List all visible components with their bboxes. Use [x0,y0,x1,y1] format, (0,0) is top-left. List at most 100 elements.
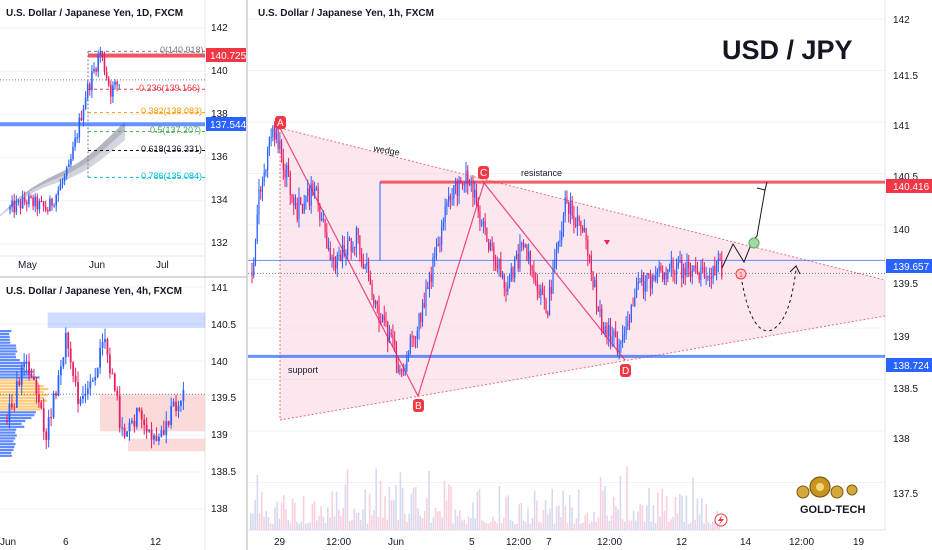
h1-x-tick-7: 7 [546,537,552,548]
volume-bar [265,511,267,530]
h1-candle [622,335,624,342]
h1-candle [477,201,479,212]
h1-candle [582,227,584,232]
volume-bar [410,493,413,530]
fib-label-236: 0.236(139.166) [139,83,200,93]
volume-bar [441,517,443,530]
wedge-label: wedge [372,143,401,158]
daily-candle [38,201,41,210]
h4-candle [42,408,45,432]
h1-candle [427,286,429,290]
h1-candle [715,264,718,275]
daily-candle [86,84,89,98]
h1-candle [710,277,712,279]
h4-y-tick-1410: 141 [211,283,228,294]
h1-candle [569,200,572,214]
h1-candle [517,253,519,269]
h4-x-tick-12: 12 [150,537,162,548]
h1-candle [362,263,364,269]
volume-bar [703,523,705,530]
daily-candle [61,181,64,185]
h4-candle [45,431,48,440]
h1-candle [423,303,425,307]
volume-bar [492,516,494,530]
volume-bar [685,495,688,530]
volume-bar [472,502,474,530]
h1-candle [698,273,700,280]
h4-chart-pane[interactable]: U.S. Dollar / Japanese Yen, 4h, FXCM Jun… [0,283,236,548]
h4-candle [101,341,104,348]
h1-candle [287,165,290,174]
daily-candle [40,201,43,203]
lightning-icon[interactable] [714,513,728,527]
h1-candle [663,272,665,280]
h4-volume-profile-bar [0,411,36,414]
h1-x-tick-1200b: 12:00 [506,537,531,548]
volume-bar [331,491,333,530]
h4-candle [79,399,82,405]
daily-price-badge-red [206,48,246,62]
h1-candle [263,171,265,183]
h1-candle [651,275,653,289]
volume-bar [531,518,534,530]
h4-volume-profile-bar [0,353,16,356]
daily-candle [89,84,91,91]
h1-candle [374,301,377,304]
h4-candle [135,408,138,427]
h4-candle [50,417,52,419]
daily-chart-pane[interactable]: U.S. Dollar / Japanese Yen, 1D, FXCM 0(1… [6,8,247,271]
volume-bar [602,490,604,530]
h4-y-tick-1395: 139.5 [211,393,236,404]
point-b-label: B [415,401,422,412]
h1-y-tick-1375: 137.5 [893,489,918,500]
volume-bar [454,509,457,530]
h4-candle [47,417,50,440]
h1-candle [418,313,420,331]
h4-candle [99,347,101,368]
volume-bar [483,522,485,530]
h1-candle [709,277,711,279]
h1-candle [409,335,411,354]
h4-volume-profile-bar [0,335,10,338]
h1-candle [312,183,314,196]
h1-candle [474,189,476,198]
volume-bar [428,471,430,530]
daily-candle [76,137,78,139]
volume-bar [379,481,382,530]
h1-y-tick-1420: 142 [893,15,910,26]
h1-candle [599,308,601,312]
h4-candle [140,410,143,420]
h1-candle [317,187,319,205]
volume-bar [423,511,426,530]
h4-volume-profile-bar [0,431,16,434]
h4-candle [121,427,124,429]
h1-candle [620,341,622,345]
support-label: support [288,365,319,375]
volume-bar [606,515,608,530]
h1-candle [284,169,286,178]
h1-candle [378,304,380,322]
h1-y-tick-1385: 138.5 [893,384,918,395]
h1-candle [272,126,274,137]
volume-bar [366,523,369,530]
h1-candle [557,242,559,251]
volume-bar [421,518,424,530]
volume-bar [289,523,292,530]
h1-candle [314,188,316,196]
daily-candle [17,200,20,202]
daily-x-tick-jul: Jul [156,260,169,271]
volume-bar [518,504,520,530]
daily-candle [93,68,95,72]
volume-bar [276,501,278,530]
volume-bar [368,493,371,530]
h1-candle [406,355,408,372]
h1-candle [275,129,277,140]
volume-bar [302,496,305,530]
volume-bar [313,501,316,530]
volume-bar [388,486,391,530]
h1-chart-pane[interactable]: U.S. Dollar / Japanese Yen, 1h, FXCM USD… [258,8,932,548]
volume-bar [329,517,331,530]
h1-candle [454,181,457,186]
h1-candle [392,334,394,340]
daily-y-tick-134: 134 [211,195,228,206]
